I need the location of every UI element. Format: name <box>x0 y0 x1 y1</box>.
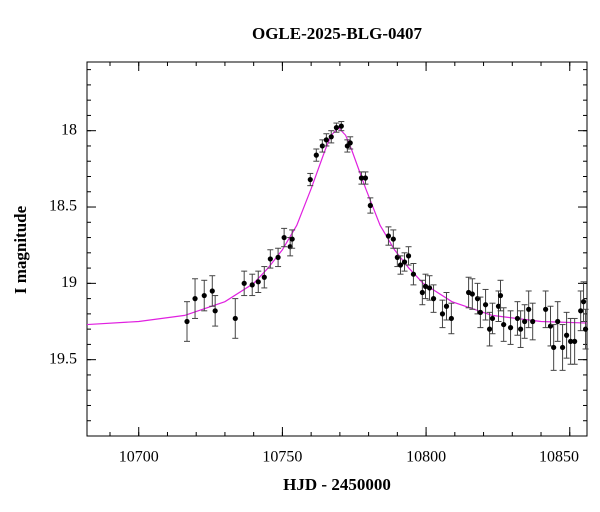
data-point <box>319 143 325 149</box>
data-point <box>501 321 507 328</box>
data-point <box>522 318 528 325</box>
data-point <box>390 236 396 242</box>
data-point <box>497 292 504 299</box>
plot-frame <box>86 61 588 437</box>
data-point <box>582 326 589 332</box>
data-point <box>410 271 417 277</box>
data-point <box>430 296 437 302</box>
data-point <box>551 344 557 351</box>
data-point <box>530 318 536 325</box>
data-point <box>568 338 574 344</box>
data-point <box>232 315 238 322</box>
y-tick-label: 19.5 <box>49 350 77 367</box>
data-point <box>405 253 412 259</box>
data-point <box>333 125 340 131</box>
marks <box>86 121 589 371</box>
data-point <box>477 309 483 315</box>
data-point <box>489 315 496 322</box>
data-point <box>267 256 273 262</box>
data-point <box>555 318 561 325</box>
data-point <box>201 292 207 299</box>
data-point <box>514 315 521 322</box>
data-point <box>486 326 493 332</box>
data-point <box>338 123 344 129</box>
data-point <box>184 318 190 325</box>
data-point <box>419 289 425 296</box>
data-point <box>507 325 514 331</box>
data-point <box>578 308 584 314</box>
data-point <box>281 234 287 241</box>
data-point <box>313 152 319 158</box>
data-point <box>518 326 524 332</box>
y-tick-label: 19 <box>61 274 77 291</box>
data-point <box>448 315 454 322</box>
data-point <box>289 236 295 242</box>
data-point <box>422 283 429 289</box>
x-axis-label: HJD - 2450000 <box>283 475 391 494</box>
data-point <box>443 303 450 309</box>
data-point <box>209 288 215 294</box>
chart-title: OGLE-2025-BLG-0407 <box>252 24 423 43</box>
data-point <box>580 299 587 305</box>
data-point <box>469 291 475 297</box>
data-point <box>526 306 532 312</box>
y-tick-label: 18 <box>61 121 77 138</box>
data-point <box>543 306 549 312</box>
y-tick-label: 18.5 <box>49 198 77 215</box>
data-point <box>358 175 365 181</box>
data-point <box>426 285 433 291</box>
model-curve <box>86 126 588 326</box>
y-axis-label: I magnitude <box>11 205 30 294</box>
data-point <box>439 311 446 317</box>
data-point <box>261 274 267 280</box>
data-point <box>255 279 261 285</box>
data-point <box>563 332 570 338</box>
data-point <box>482 302 489 308</box>
x-tick-label: 10750 <box>262 449 302 466</box>
data-point <box>347 140 353 146</box>
data-point <box>328 134 334 140</box>
data-point <box>367 202 373 209</box>
data-point <box>495 303 502 309</box>
data-point <box>212 308 218 314</box>
x-tick-label: 10800 <box>406 449 446 466</box>
data-point <box>362 175 369 181</box>
x-tick-label: 10850 <box>539 449 579 466</box>
data-point <box>385 233 392 239</box>
data-point <box>192 296 198 302</box>
x-tick-label: 10700 <box>119 449 159 466</box>
data-point <box>397 262 404 268</box>
data-point <box>241 280 247 286</box>
data-point <box>249 282 255 288</box>
data-point <box>572 338 578 344</box>
data-point <box>323 137 329 143</box>
data-point <box>559 344 566 351</box>
axes <box>87 62 587 437</box>
data-point <box>275 254 281 260</box>
data-point <box>307 176 313 183</box>
data-point <box>401 259 408 265</box>
